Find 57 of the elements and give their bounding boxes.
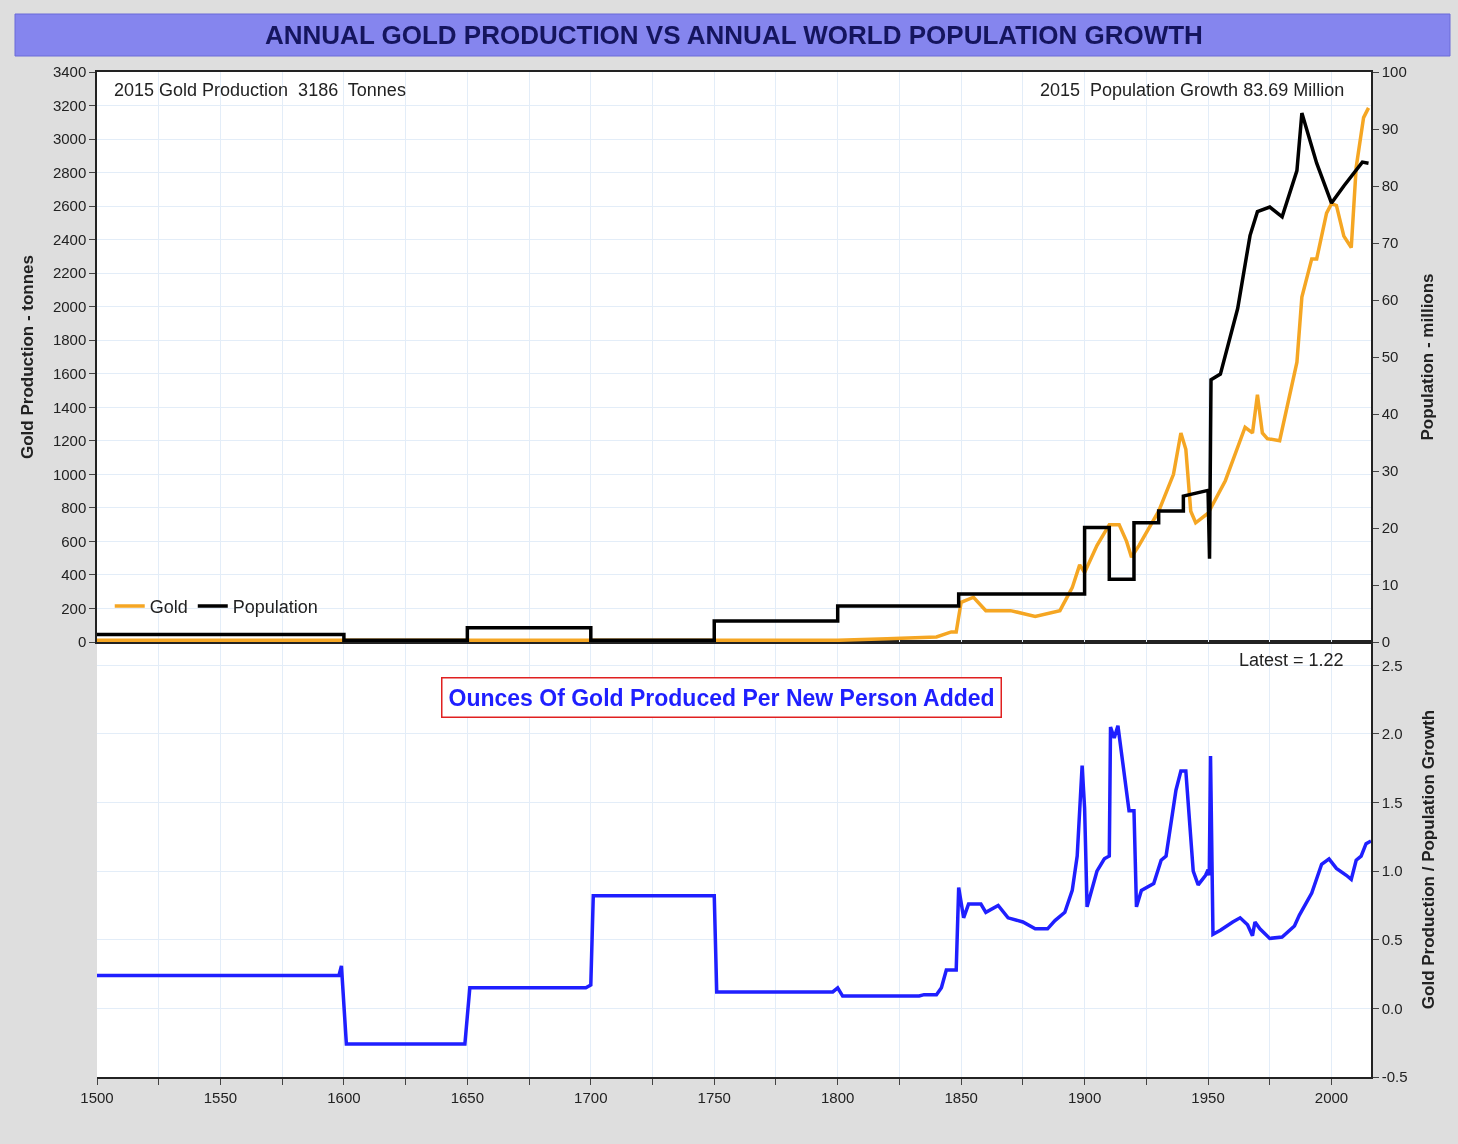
y-axis-title: Gold Production - tonnes	[17, 255, 37, 459]
x-tick-label: 2000	[1314, 1088, 1349, 1106]
x-tick-label: 1650	[450, 1088, 485, 1106]
chart-title: ANNUAL GOLD PRODUCTION VS ANNUAL WORLD POPULATION GROWTH	[265, 20, 1203, 50]
legend-label: Population	[232, 597, 318, 618]
y2-tick-label: 80	[1381, 177, 1399, 195]
line-series	[97, 723, 1371, 1046]
y-tick-label: 2200	[52, 264, 87, 282]
y-tick-label: 0	[77, 633, 87, 651]
y-tick-label: 2000	[52, 297, 87, 315]
y-tick-label: 3000	[52, 130, 87, 148]
y-tick-label: 1600	[52, 365, 87, 383]
y-tick-label: 2400	[52, 230, 87, 248]
x-tick-label: 1600	[327, 1088, 361, 1106]
y-tick-label: 2600	[52, 197, 87, 215]
y-axis-title: Gold Production / Population Growth	[1418, 709, 1438, 1010]
y-tick-label: 600	[61, 532, 87, 550]
y2-tick-label: 10	[1381, 576, 1399, 594]
y-tick-label: 3400	[52, 63, 87, 81]
y-tick-label: -0.5	[1381, 1068, 1408, 1086]
y2-tick-label: 90	[1381, 120, 1399, 138]
y2-tick-label: 30	[1381, 462, 1399, 480]
x-tick-label: 1550	[203, 1088, 238, 1106]
y2-tick-label: 50	[1381, 348, 1399, 366]
y2-tick-label: 70	[1381, 234, 1399, 252]
y-tick-label: 1800	[52, 331, 87, 349]
legend-label: Gold	[149, 597, 188, 618]
y-tick-label: 1400	[52, 398, 87, 416]
y2-tick-label: 60	[1381, 291, 1399, 309]
x-tick-label: 1950	[1191, 1088, 1225, 1106]
x-tick-label: 1900	[1067, 1088, 1102, 1106]
y2-tick-label: 20	[1381, 519, 1399, 537]
y-tick-label: 400	[61, 566, 87, 584]
y-tick-label: 0.5	[1381, 931, 1403, 949]
y-tick-label: 200	[61, 599, 87, 617]
annotation: Latest = 1.22	[1239, 650, 1344, 670]
y2-tick-label: 40	[1381, 405, 1399, 423]
x-tick-label: 1800	[821, 1088, 855, 1106]
text: Ounces Of Gold Produced Per New Person Added	[448, 684, 995, 711]
y-tick-label: 0.0	[1381, 999, 1403, 1017]
y-tick-label: 1000	[52, 465, 87, 483]
x-tick-label: 1700	[574, 1088, 608, 1106]
annotation: 2015 Gold Production 3186 Tonnes	[114, 80, 406, 100]
y-tick-label: 800	[61, 499, 87, 517]
y2-axis-title: Population - millions	[1417, 273, 1437, 441]
y-tick-label: 1.0	[1381, 862, 1403, 880]
y-tick-label: 3200	[52, 96, 87, 114]
y2-tick-label: 100	[1381, 63, 1407, 81]
annotation: 2015 Population Growth 83.69 Million	[1040, 80, 1345, 100]
x-tick-label: 1850	[944, 1088, 978, 1106]
y-tick-label: 2800	[52, 163, 87, 181]
y-tick-label: 1200	[52, 432, 87, 450]
y-tick-label: 1.5	[1381, 793, 1403, 811]
x-tick-label: 1750	[697, 1088, 731, 1106]
y-tick-label: 2.0	[1381, 725, 1403, 743]
y-tick-label: 2.5	[1381, 656, 1403, 674]
x-tick-label: 1500	[80, 1088, 114, 1106]
